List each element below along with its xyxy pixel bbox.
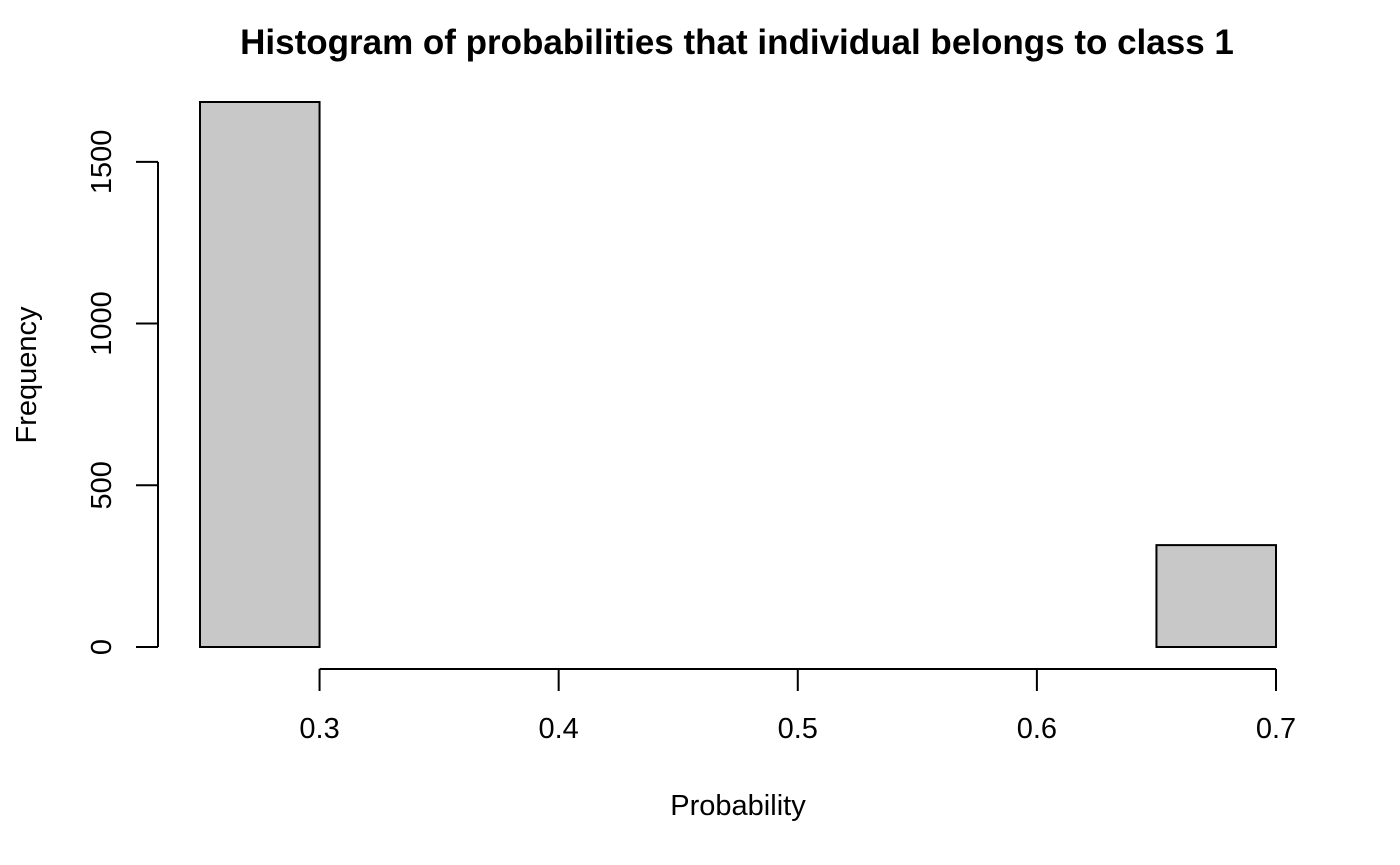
x-tick-label: 0.3 [299, 713, 339, 745]
y-tick-label: 1000 [86, 291, 118, 356]
y-tick-label: 0 [86, 639, 118, 655]
x-axis-label: Probability [670, 790, 806, 822]
bars-group [199, 101, 1278, 648]
chart-title: Histogram of probabilities that individu… [240, 23, 1234, 62]
x-tick-label: 0.5 [778, 713, 818, 745]
y-axis-label: Frequency [11, 306, 43, 444]
y-tick-label: 1500 [86, 130, 118, 195]
x-tick-label: 0.7 [1256, 713, 1296, 745]
x-tick-label: 0.6 [1017, 713, 1057, 745]
histogram-bar [199, 101, 321, 648]
histogram-bar [1155, 544, 1278, 648]
x-axis: 0.3 0.4 0.5 0.6 0.7 [299, 668, 1296, 745]
y-tick-label: 500 [86, 461, 118, 509]
y-axis: 0 500 1000 1500 [86, 130, 159, 655]
x-tick-label: 0.4 [539, 713, 579, 745]
